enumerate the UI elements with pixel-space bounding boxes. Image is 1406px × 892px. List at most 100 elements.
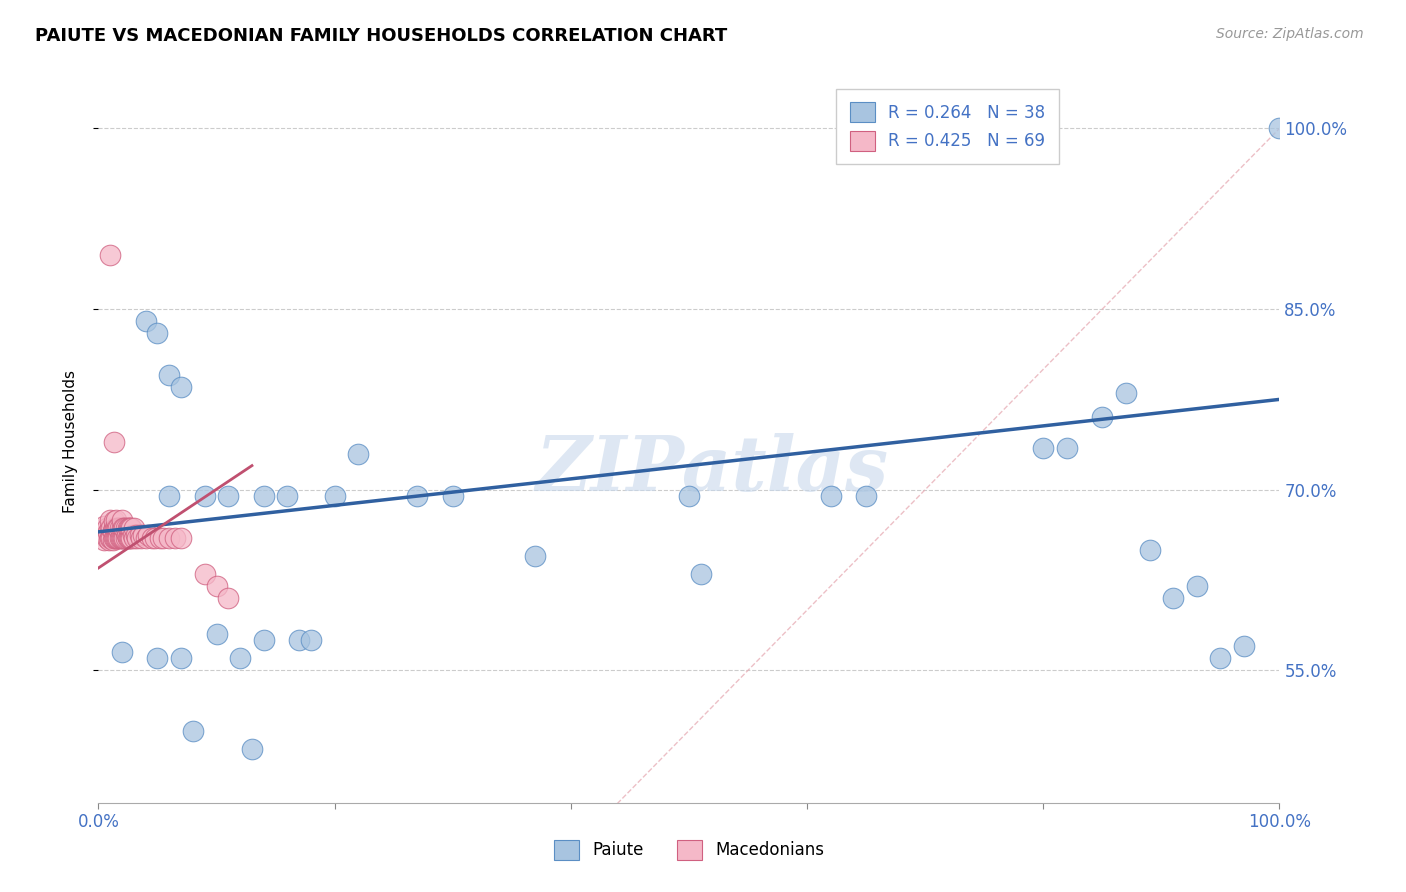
Legend: Paiute, Macedonians: Paiute, Macedonians [547, 833, 831, 867]
Point [105, 531, 128, 545]
Point [121, 521, 143, 535]
Point [98, 513, 121, 527]
Point [93, 519, 115, 533]
Point [125, 528, 148, 542]
Point [1233, 640, 1256, 654]
Point [98, 521, 121, 535]
Point [288, 633, 311, 648]
Point [165, 531, 187, 545]
Point [115, 528, 138, 542]
Point [136, 528, 159, 542]
Point [143, 531, 166, 545]
Y-axis label: Family Households: Family Households [63, 370, 77, 513]
Point [181, 723, 204, 738]
Point [101, 533, 124, 548]
Point [323, 489, 346, 503]
Point [157, 531, 180, 545]
Point [127, 531, 149, 545]
Point [94, 528, 117, 542]
Point [98, 248, 121, 262]
Point [205, 627, 228, 641]
Point [347, 447, 370, 461]
Point [96, 531, 118, 545]
Point [103, 521, 125, 535]
Point [96, 521, 118, 535]
Point [1268, 121, 1291, 136]
Point [101, 524, 124, 538]
Point [205, 579, 228, 593]
Point [128, 528, 150, 542]
Point [122, 521, 145, 535]
Point [229, 651, 252, 665]
Point [105, 521, 128, 535]
Point [170, 531, 193, 545]
Point [1091, 410, 1114, 425]
Point [105, 531, 128, 545]
Point [820, 489, 842, 503]
Point [135, 314, 157, 328]
Point [170, 651, 193, 665]
Point [678, 489, 700, 503]
Point [112, 531, 135, 545]
Point [111, 513, 134, 527]
Point [120, 521, 142, 535]
Point [103, 434, 125, 449]
Point [112, 521, 135, 535]
Point [1056, 441, 1078, 455]
Point [157, 368, 180, 383]
Point [104, 521, 127, 535]
Text: PAIUTE VS MACEDONIAN FAMILY HOUSEHOLDS CORRELATION CHART: PAIUTE VS MACEDONIAN FAMILY HOUSEHOLDS C… [35, 27, 727, 45]
Point [194, 489, 217, 503]
Point [149, 531, 172, 545]
Point [100, 521, 122, 535]
Point [110, 531, 132, 545]
Point [105, 521, 128, 535]
Point [121, 528, 143, 542]
Point [111, 521, 134, 535]
Point [157, 489, 180, 503]
Text: ZIPatlas: ZIPatlas [536, 434, 889, 508]
Point [112, 521, 135, 535]
Point [1209, 651, 1232, 665]
Point [118, 521, 141, 535]
Point [217, 489, 239, 503]
Point [299, 633, 322, 648]
Point [1032, 441, 1054, 455]
Point [98, 531, 121, 545]
Point [114, 531, 136, 545]
Point [93, 533, 115, 548]
Point [111, 531, 134, 545]
Point [1161, 591, 1184, 606]
Point [132, 528, 155, 542]
Point [689, 567, 711, 582]
Point [100, 531, 122, 545]
Point [253, 489, 276, 503]
Point [170, 380, 193, 394]
Point [1185, 579, 1208, 593]
Point [1115, 386, 1137, 401]
Point [107, 531, 129, 545]
Point [406, 489, 429, 503]
Point [194, 567, 217, 582]
Point [104, 531, 127, 545]
Point [441, 489, 464, 503]
Point [240, 741, 263, 756]
Point [108, 531, 131, 545]
Point [103, 531, 125, 545]
Point [253, 633, 276, 648]
Point [524, 549, 547, 563]
Point [108, 521, 131, 535]
Point [114, 521, 136, 535]
Point [217, 591, 239, 606]
Point [97, 524, 120, 539]
Point [152, 531, 174, 545]
Point [122, 531, 145, 545]
Point [117, 531, 139, 545]
Point [105, 513, 128, 527]
Point [146, 326, 169, 341]
Point [129, 531, 152, 545]
Point [117, 521, 139, 535]
Point [112, 531, 135, 545]
Point [120, 531, 142, 545]
Point [141, 531, 163, 545]
